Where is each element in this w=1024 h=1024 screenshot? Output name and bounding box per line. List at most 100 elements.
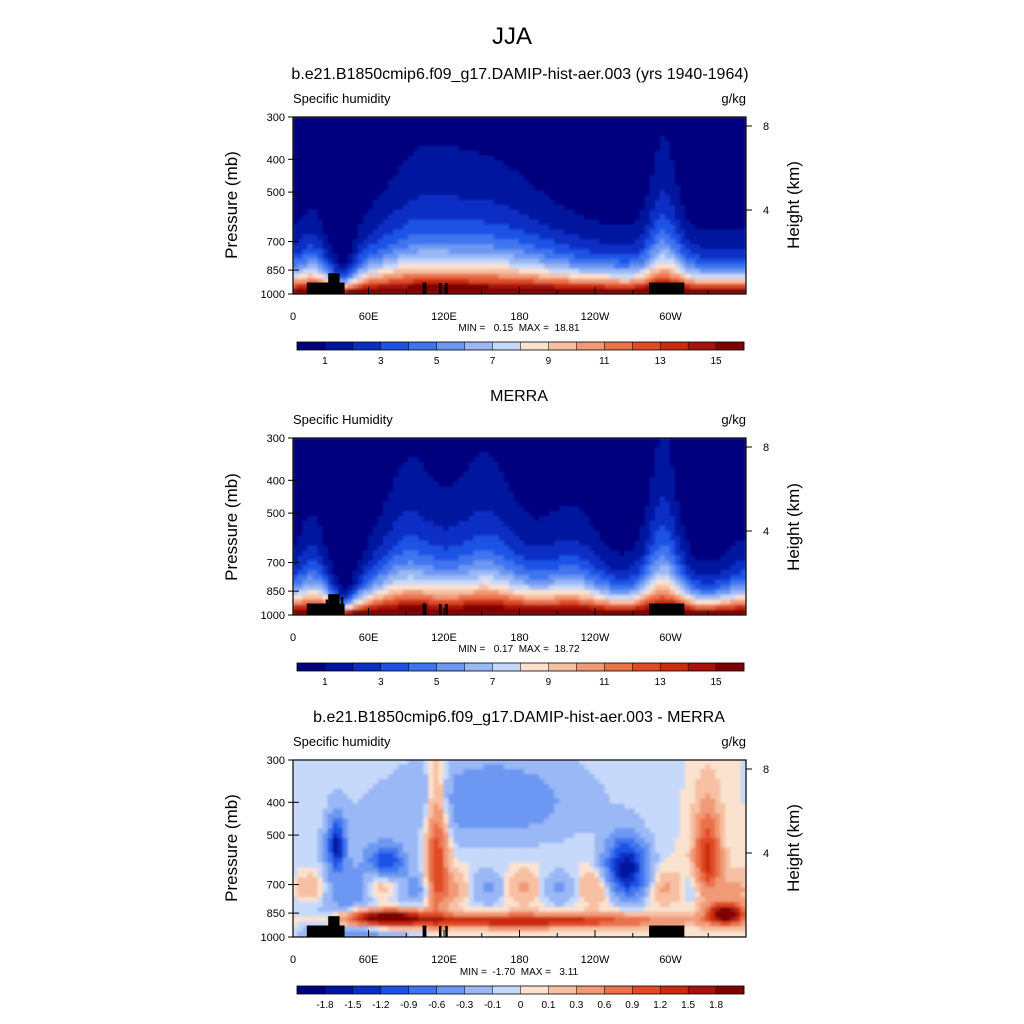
contour-cell (468, 145, 475, 153)
contour-cell (337, 195, 344, 202)
contour-cell (357, 457, 365, 464)
contour-cell (715, 136, 722, 143)
contour-cell (604, 452, 611, 459)
contour-cell (483, 229, 490, 236)
contour-cell (428, 204, 435, 212)
contour-cell (423, 486, 430, 493)
contour-cell (377, 438, 385, 444)
contour-cell (589, 278, 596, 285)
contour-cell (332, 234, 339, 241)
contour-cell (428, 501, 435, 508)
contour-cell (322, 476, 329, 483)
contour-cell (488, 170, 495, 177)
contour-cell (297, 195, 304, 202)
contour-cell (428, 491, 435, 498)
contour-cell (388, 471, 395, 478)
contour-cell (649, 214, 656, 221)
contour-cell (725, 190, 732, 197)
contour-cell (393, 471, 400, 478)
contour-cell (639, 278, 646, 285)
contour-cell (685, 219, 692, 226)
contour-cell (448, 150, 455, 157)
contour-cell (735, 481, 742, 488)
contour-cell (493, 204, 500, 212)
contour-cell (518, 438, 526, 444)
contour-cell (720, 461, 727, 469)
contour-cell (377, 170, 385, 177)
contour-cell (594, 126, 601, 133)
contour-cell (539, 214, 546, 221)
contour-cell (433, 160, 440, 167)
contour-cell (599, 501, 606, 508)
contour-cell (664, 204, 672, 212)
contour-cell (554, 481, 561, 488)
contour-cell (403, 442, 410, 449)
contour-cell (735, 136, 742, 143)
contour-cell (297, 511, 304, 518)
contour-cell (685, 268, 692, 275)
contour-cell (468, 131, 475, 138)
contour-cell (629, 268, 636, 275)
contour-cell (619, 520, 626, 528)
contour-cell (559, 229, 566, 236)
contour-cell (609, 516, 616, 523)
contour-cell (322, 466, 329, 474)
contour-cell (297, 452, 304, 459)
contour-cell (478, 254, 485, 261)
contour-cell (468, 263, 475, 271)
contour-cell (327, 126, 334, 133)
contour-cell (544, 466, 551, 474)
contour-cell (398, 121, 405, 128)
contour-cell (730, 452, 737, 459)
colorbar-label: 5 (434, 356, 440, 367)
contour-cell (634, 476, 641, 483)
contour-cell (317, 249, 324, 256)
contour-cell (312, 481, 319, 488)
contour-cell (483, 466, 490, 474)
contour-cell (433, 145, 440, 153)
contour-cell (473, 131, 480, 138)
contour-cell (554, 516, 561, 523)
contour-cell (669, 481, 677, 488)
contour-cell (730, 461, 737, 469)
contour-cell (644, 131, 651, 138)
contour-cell (639, 457, 646, 464)
contour-cell (574, 258, 581, 266)
contour-cell (322, 254, 329, 261)
contour-cell (654, 195, 662, 202)
contour-cell (715, 263, 722, 271)
contour-cell (584, 180, 591, 187)
contour-cell (685, 190, 692, 197)
contour-cell (433, 175, 440, 182)
contour-cell (433, 486, 440, 493)
contour-cell (377, 204, 385, 212)
contour-cell (614, 486, 621, 493)
contour-cell (463, 481, 470, 488)
contour-cell (624, 520, 631, 528)
contour-cell (549, 175, 556, 182)
contour-cell (629, 234, 636, 241)
contour-cell (483, 244, 490, 251)
contour-cell (372, 525, 380, 533)
contour-cell (453, 249, 460, 256)
contour-cell (302, 258, 309, 266)
contour-cell (448, 165, 455, 172)
contour-cell (317, 140, 324, 148)
contour-cell (609, 170, 616, 177)
contour-cell (695, 136, 702, 143)
contour-cell (654, 501, 662, 508)
contour-cell (463, 117, 470, 123)
contour-cell (433, 438, 440, 444)
contour-cell (498, 234, 505, 241)
contour-cell (393, 254, 400, 261)
contour-cell (337, 273, 344, 280)
contour-cell (518, 268, 526, 275)
contour-cell (493, 268, 500, 275)
contour-cell (302, 180, 309, 187)
contour-cell (604, 117, 611, 123)
contour-cell (705, 121, 712, 128)
contour-cell (629, 224, 636, 231)
contour-cell (503, 268, 511, 275)
contour-cell (413, 258, 420, 266)
contour-cell (659, 491, 667, 498)
